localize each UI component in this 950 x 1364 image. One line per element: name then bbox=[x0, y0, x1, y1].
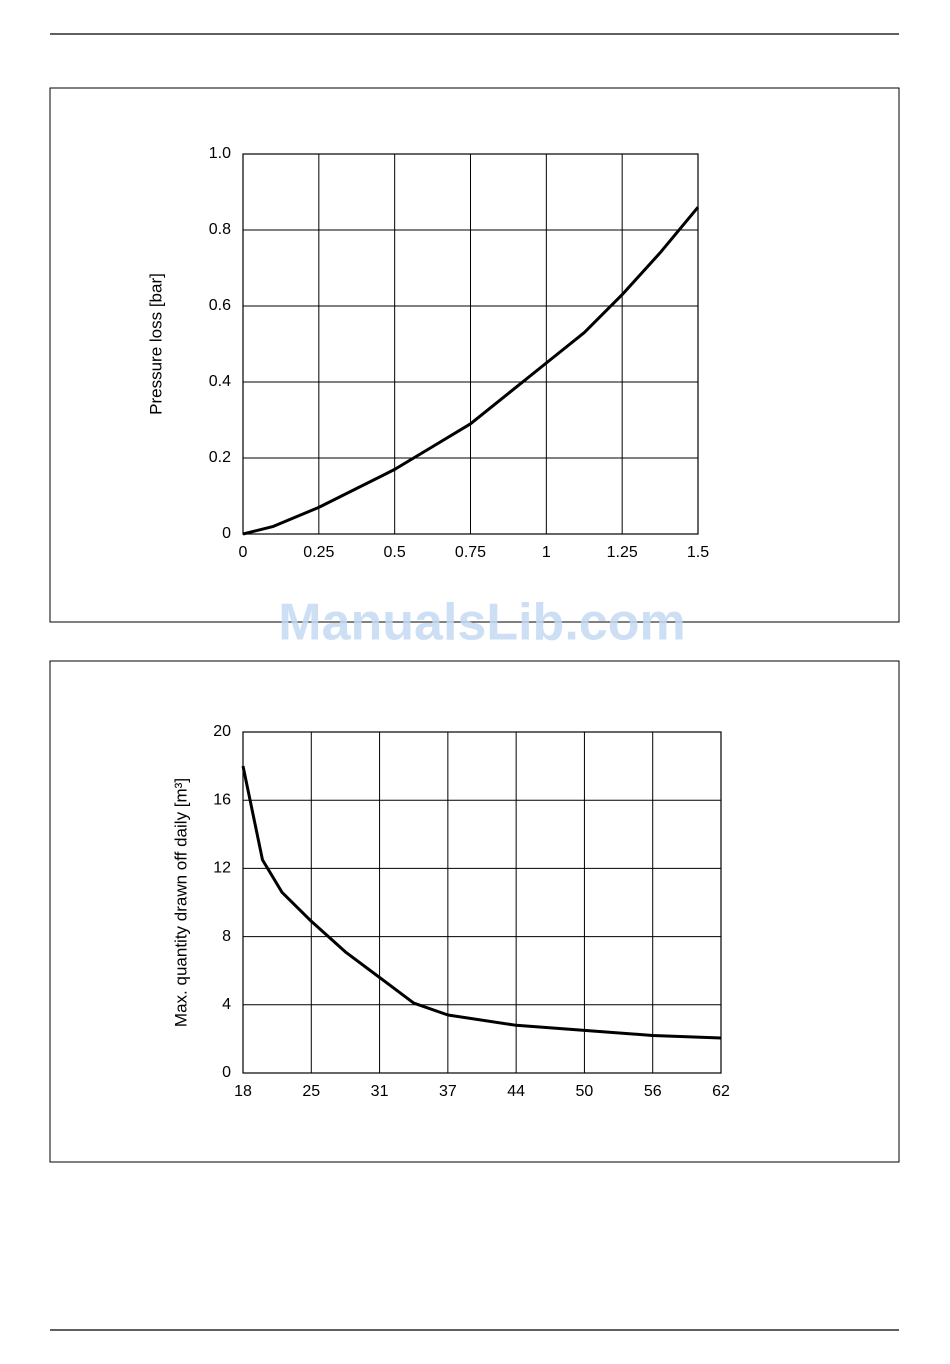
x-tick-label: 18 bbox=[234, 1083, 252, 1100]
x-tick-label: 0.25 bbox=[303, 544, 334, 561]
y-tick-label: 0 bbox=[222, 525, 231, 542]
x-tick-label: 25 bbox=[302, 1083, 320, 1100]
figure-frame bbox=[49, 660, 900, 1163]
x-tick-label: 0.75 bbox=[455, 544, 486, 561]
y-tick-label: 0 bbox=[222, 1064, 231, 1081]
x-tick-label: 0 bbox=[239, 544, 248, 561]
x-tick-label: 31 bbox=[371, 1083, 389, 1100]
x-tick-label: 37 bbox=[439, 1083, 457, 1100]
x-tick-label: 0.5 bbox=[384, 544, 406, 561]
y-tick-label: 0.4 bbox=[209, 373, 231, 390]
charts: 0 0.2 0.4 0.6 0.8 1.0 0 0.25 0.5 0.75 1 1.25 1.5 Pres… bbox=[146, 145, 730, 1100]
data-line bbox=[241, 765, 722, 1040]
y-tick-label: 0.2 bbox=[209, 449, 231, 466]
y-tick-label: 8 bbox=[222, 928, 231, 945]
x-tick-label: 44 bbox=[507, 1083, 525, 1100]
y-tick-label: 12 bbox=[213, 860, 231, 877]
plot-frame bbox=[242, 731, 722, 1074]
y-axis-label: Max. quantity drawn off daily [m³] bbox=[171, 778, 190, 1027]
watermark: ManualsLib.com bbox=[278, 594, 685, 652]
y-tick-label: 16 bbox=[213, 791, 231, 808]
y-tick-label: 4 bbox=[222, 996, 231, 1013]
x-tick-label: 1 bbox=[542, 544, 551, 561]
plot-frame bbox=[242, 153, 699, 535]
x-tick-label: 56 bbox=[644, 1083, 662, 1100]
x-tick-label: 1.5 bbox=[687, 544, 709, 561]
y-tick-label: 20 bbox=[213, 723, 231, 740]
x-tick-label: 62 bbox=[712, 1083, 730, 1100]
x-tick-label: 50 bbox=[576, 1083, 594, 1100]
x-tick-label: 1.25 bbox=[607, 544, 638, 561]
data-line bbox=[242, 206, 700, 536]
y-axis-label: Pressure loss [bar] bbox=[146, 273, 165, 415]
y-tick-label: 0.6 bbox=[209, 297, 231, 314]
figure-frame bbox=[49, 87, 900, 623]
y-tick-label: 0.8 bbox=[209, 221, 231, 238]
y-tick-label: 1.0 bbox=[209, 145, 231, 162]
